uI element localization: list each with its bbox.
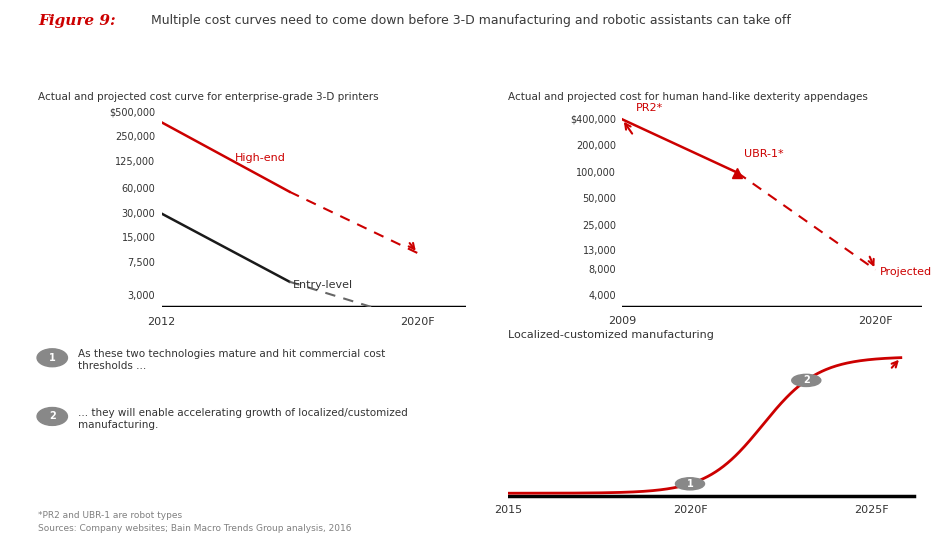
Text: 2025F: 2025F bbox=[854, 505, 889, 515]
Circle shape bbox=[791, 375, 821, 386]
Text: 100,000: 100,000 bbox=[577, 168, 617, 178]
Text: UBR-1*: UBR-1* bbox=[744, 149, 784, 159]
Text: 30,000: 30,000 bbox=[122, 209, 156, 219]
Text: *PR2 and UBR-1 are robot types: *PR2 and UBR-1 are robot types bbox=[38, 511, 182, 520]
Text: ... they will enable accelerating growth of localized/customized
manufacturing.: ... they will enable accelerating growth… bbox=[78, 408, 408, 430]
Text: 3,000: 3,000 bbox=[128, 291, 156, 301]
Text: 200,000: 200,000 bbox=[577, 141, 617, 151]
Text: 250,000: 250,000 bbox=[115, 132, 156, 143]
Text: 8,000: 8,000 bbox=[589, 265, 617, 274]
Text: 25,000: 25,000 bbox=[582, 221, 617, 231]
Text: Flexible manufacturing assistant: Flexible manufacturing assistant bbox=[604, 69, 835, 83]
Text: 7,500: 7,500 bbox=[127, 258, 156, 268]
Text: Actual and projected cost for human hand-like dexterity appendages: Actual and projected cost for human hand… bbox=[508, 92, 868, 102]
Text: 1: 1 bbox=[687, 479, 694, 489]
Text: Figure 9:: Figure 9: bbox=[38, 14, 116, 28]
Text: $500,000: $500,000 bbox=[109, 107, 156, 117]
Text: 1: 1 bbox=[48, 353, 56, 363]
Text: 13,000: 13,000 bbox=[582, 246, 617, 256]
Text: Actual and projected cost curve for enterprise-grade 3-D printers: Actual and projected cost curve for ente… bbox=[38, 92, 379, 102]
Text: Projected: Projected bbox=[880, 267, 932, 277]
Text: 2020F: 2020F bbox=[400, 317, 435, 326]
Text: 2009: 2009 bbox=[608, 316, 636, 326]
Text: Entry-level: Entry-level bbox=[293, 280, 352, 290]
Text: 3-D printing: 3-D printing bbox=[207, 69, 292, 83]
Text: 50,000: 50,000 bbox=[582, 195, 617, 204]
Text: PR2*: PR2* bbox=[636, 103, 663, 113]
Text: 2020F: 2020F bbox=[673, 505, 708, 515]
Text: 2012: 2012 bbox=[147, 317, 176, 326]
Text: 2020F: 2020F bbox=[858, 316, 893, 326]
Circle shape bbox=[675, 478, 705, 490]
Text: 2: 2 bbox=[48, 411, 56, 421]
Text: 4,000: 4,000 bbox=[589, 291, 617, 301]
Text: Sources: Company websites; Bain Macro Trends Group analysis, 2016: Sources: Company websites; Bain Macro Tr… bbox=[38, 524, 352, 533]
Text: 125,000: 125,000 bbox=[115, 157, 156, 167]
Text: $400,000: $400,000 bbox=[570, 115, 617, 124]
Text: Multiple cost curves need to come down before 3-D manufacturing and robotic assi: Multiple cost curves need to come down b… bbox=[147, 14, 791, 27]
Text: High-end: High-end bbox=[235, 153, 286, 163]
Text: 2: 2 bbox=[803, 376, 809, 385]
Text: Localized-customized manufacturing: Localized-customized manufacturing bbox=[508, 330, 714, 340]
Text: As these two technologies mature and hit commercial cost
thresholds ...: As these two technologies mature and hit… bbox=[78, 349, 385, 371]
Text: 15,000: 15,000 bbox=[122, 234, 156, 244]
Text: 2015: 2015 bbox=[494, 505, 522, 515]
Text: 60,000: 60,000 bbox=[122, 183, 156, 193]
